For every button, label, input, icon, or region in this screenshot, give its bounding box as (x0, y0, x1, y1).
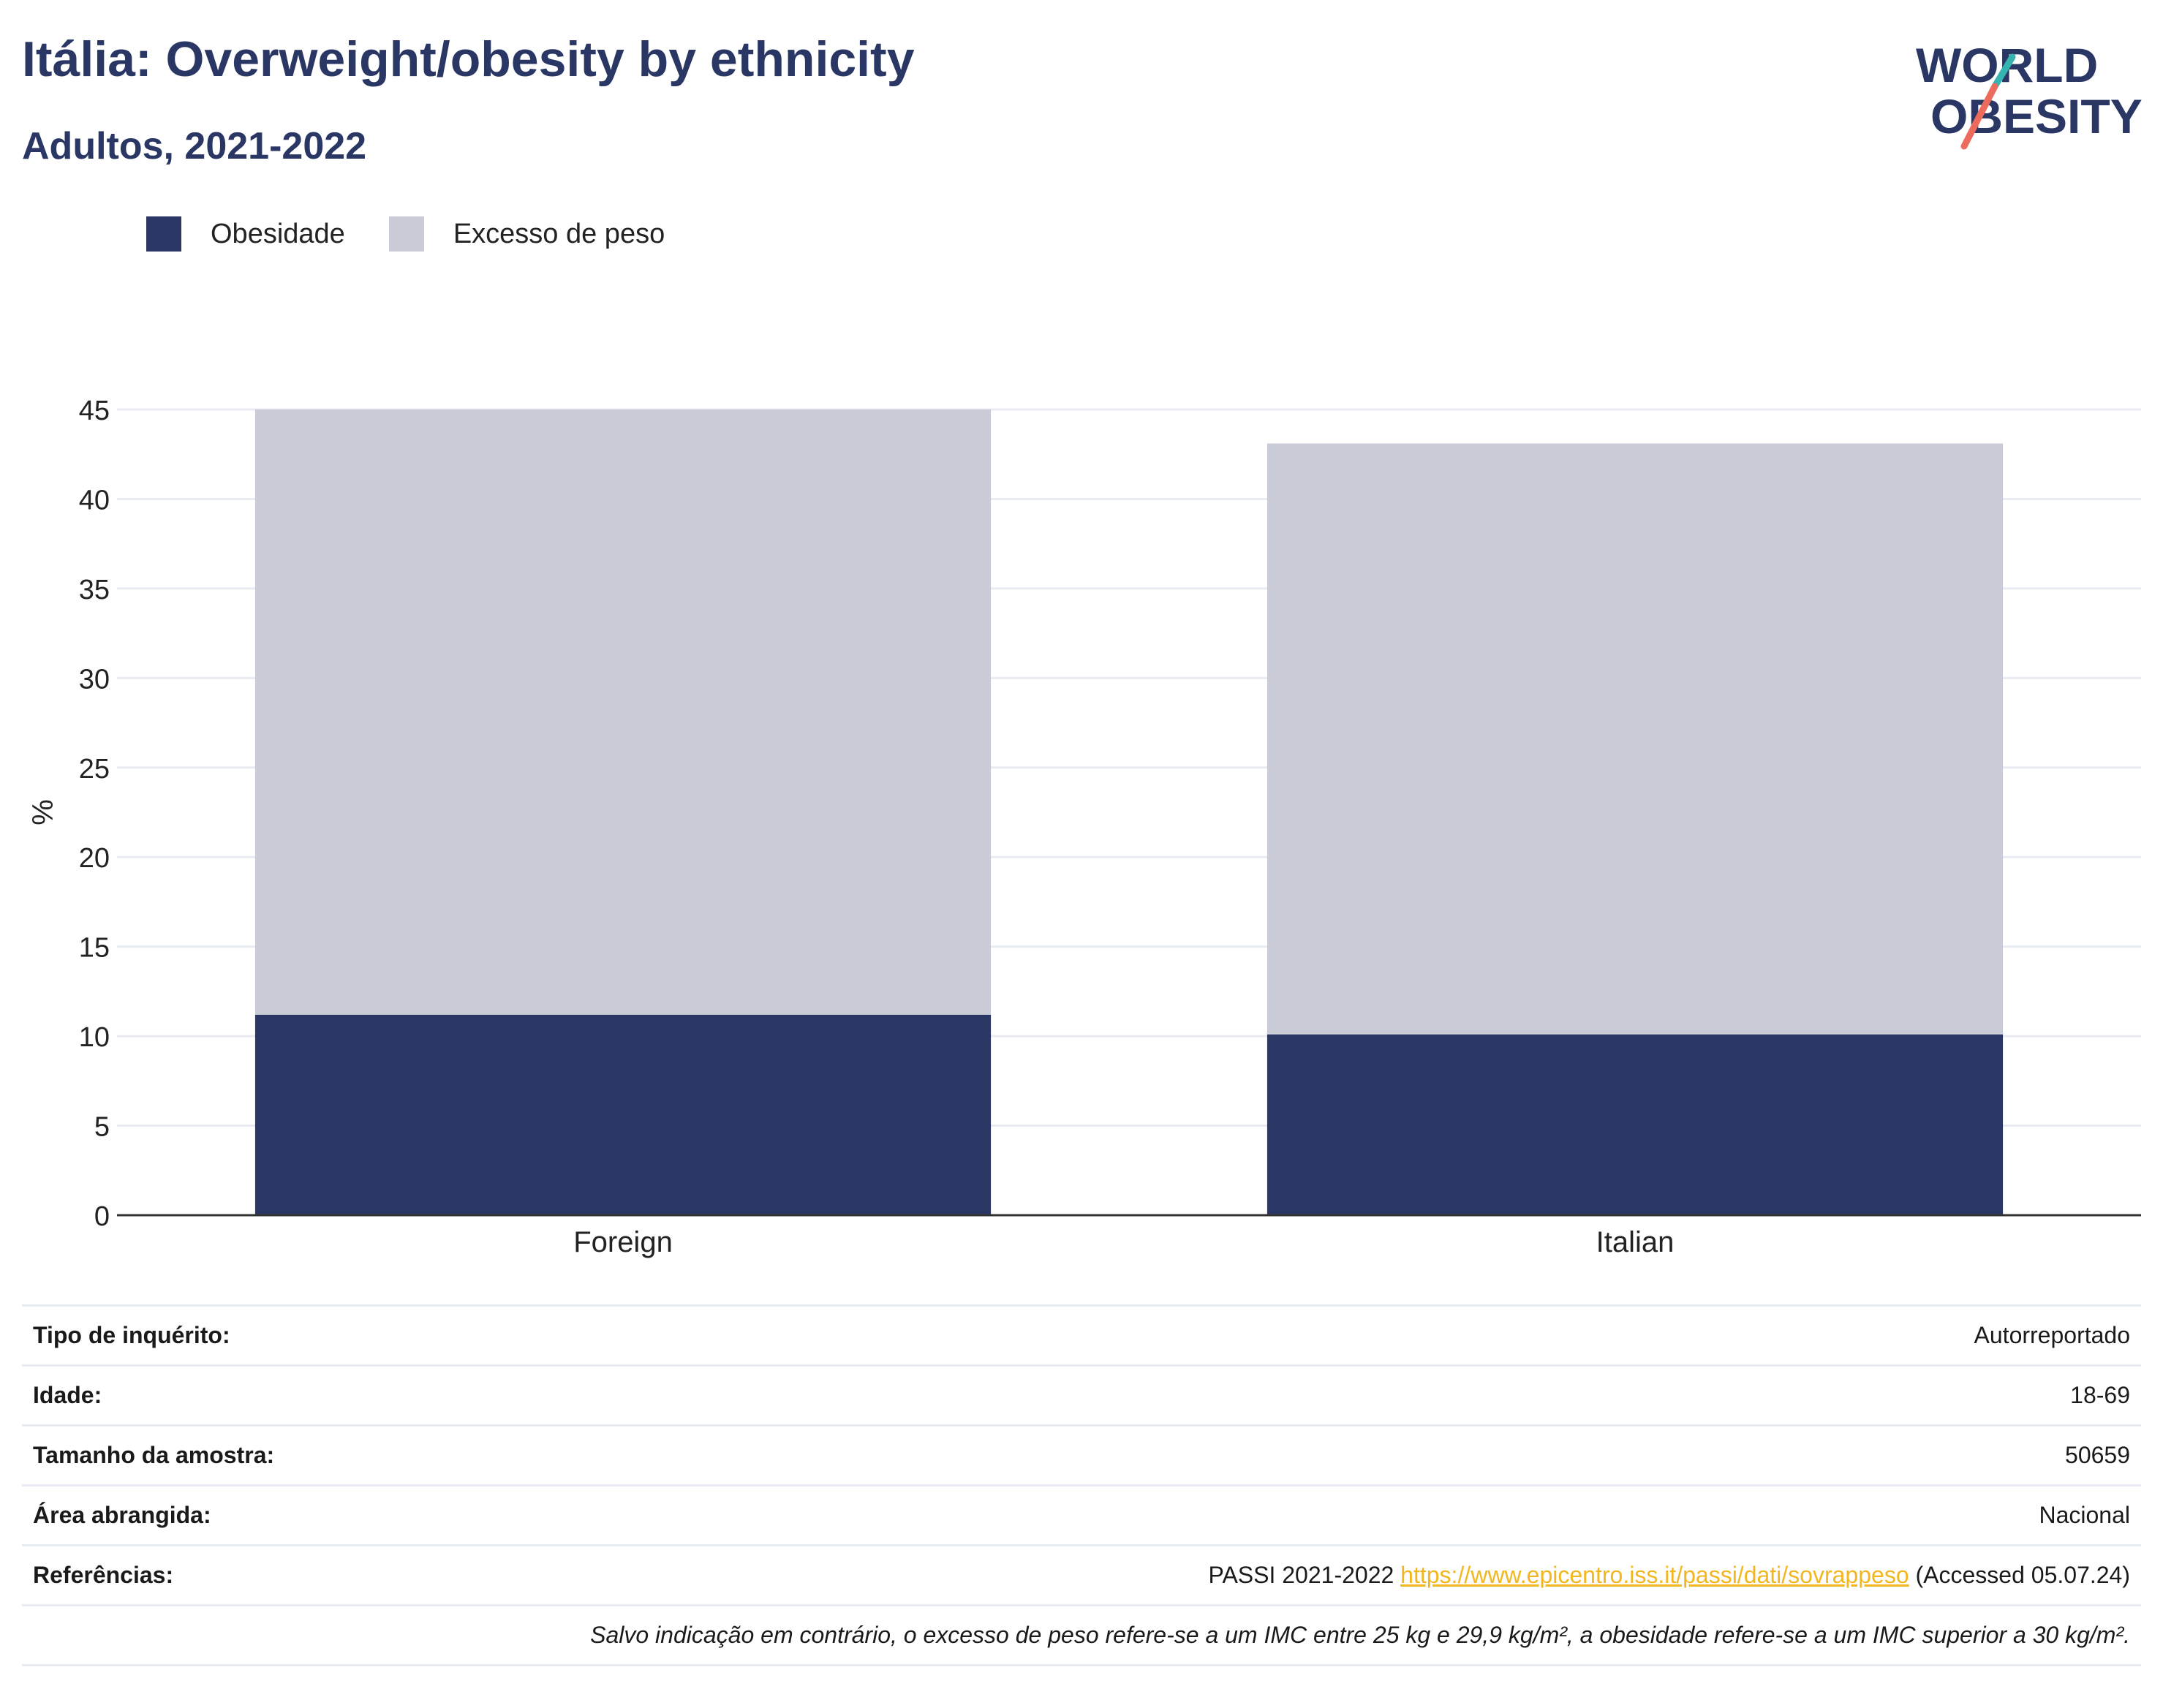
references-suffix: (Accessed 05.07.24) (1909, 1562, 2131, 1588)
y-tick-label-5: 5 (94, 1112, 110, 1143)
legend-swatch-overweight (388, 216, 424, 252)
info-row-references: Referências: PASSI 2021-2022 https://www… (22, 1544, 2141, 1606)
y-tick-label-15: 15 (79, 933, 110, 964)
y-tick-label-40: 40 (79, 485, 110, 515)
bar-obesity-foreign (254, 1014, 992, 1215)
y-tick-label-25: 25 (79, 754, 110, 785)
y-tick-label-0: 0 (94, 1201, 110, 1232)
info-row-survey-type: Tipo de inquérito: Autorreportado (22, 1304, 2141, 1366)
x-tick-label-italian: Italian (1596, 1226, 1675, 1258)
references-label: Referências: (22, 1544, 485, 1606)
legend-item-obesity[interactable]: Obesidade (146, 216, 345, 252)
chart-subtitle: Adultos, 2021-2022 (22, 125, 367, 167)
area-value: Nacional (484, 1484, 2141, 1546)
survey-type-value: Autorreportado (484, 1304, 2141, 1366)
logo-word-obesity: OBESITY (1930, 89, 2143, 143)
references-value: PASSI 2021-2022 https://www.epicentro.is… (484, 1544, 2141, 1606)
legend-label-overweight: Excesso de peso (453, 218, 665, 249)
definition-note: Salvo indicação em contrário, o excesso … (22, 1604, 2141, 1666)
info-row-note: Salvo indicação em contrário, o excesso … (22, 1604, 2141, 1666)
y-tick-label-45: 45 (79, 396, 110, 426)
references-link[interactable]: https://www.epicentro.iss.it/passi/dati/… (1400, 1562, 1909, 1588)
legend-item-overweight[interactable]: Excesso de peso (388, 216, 665, 252)
legend-label-obesity: Obesidade (211, 218, 345, 249)
info-row-sample-size: Tamanho da amostra: 50659 (22, 1424, 2141, 1486)
x-tick-label-foreign: Foreign (573, 1226, 673, 1258)
y-tick-label-30: 30 (79, 664, 110, 695)
age-value: 18-69 (484, 1364, 2141, 1426)
chart-title: Itália: Overweight/obesity by ethnicity (22, 31, 915, 87)
world-obesity-logo: WORLD OBESITY (1916, 38, 2143, 150)
info-table: Tipo de inquérito: Autorreportado Idade:… (22, 1304, 2141, 1666)
logo-slash-teal (1991, 53, 2016, 90)
sample-size-value: 50659 (484, 1424, 2141, 1486)
bar-overweight-foreign (254, 409, 992, 1015)
legend: Obesidade Excesso de peso (146, 216, 709, 252)
bar-overweight-italian (1267, 443, 2004, 1035)
stacked-bar-chart: 0 5 10 15 20 25 30 35 40 45 Foreign Italian% (27, 396, 2141, 1258)
bar-obesity-italian (1267, 1034, 2004, 1215)
y-tick-label-35: 35 (79, 575, 110, 605)
logo-slash-coral (1960, 83, 1998, 150)
info-row-area: Área abrangida: Nacional (22, 1484, 2141, 1546)
y-tick-label-10: 10 (79, 1022, 110, 1053)
survey-type-label: Tipo de inquérito: (22, 1304, 485, 1366)
info-row-age: Idade: 18-69 (22, 1364, 2141, 1426)
legend-swatch-obesity (146, 216, 181, 252)
area-label: Área abrangida: (22, 1484, 485, 1546)
sample-size-label: Tamanho da amostra: (22, 1424, 485, 1486)
references-prefix: PASSI 2021-2022 (1208, 1562, 1401, 1588)
y-axis-label: % (27, 799, 59, 825)
y-tick-label-20: 20 (79, 843, 110, 874)
age-label: Idade: (22, 1364, 485, 1426)
